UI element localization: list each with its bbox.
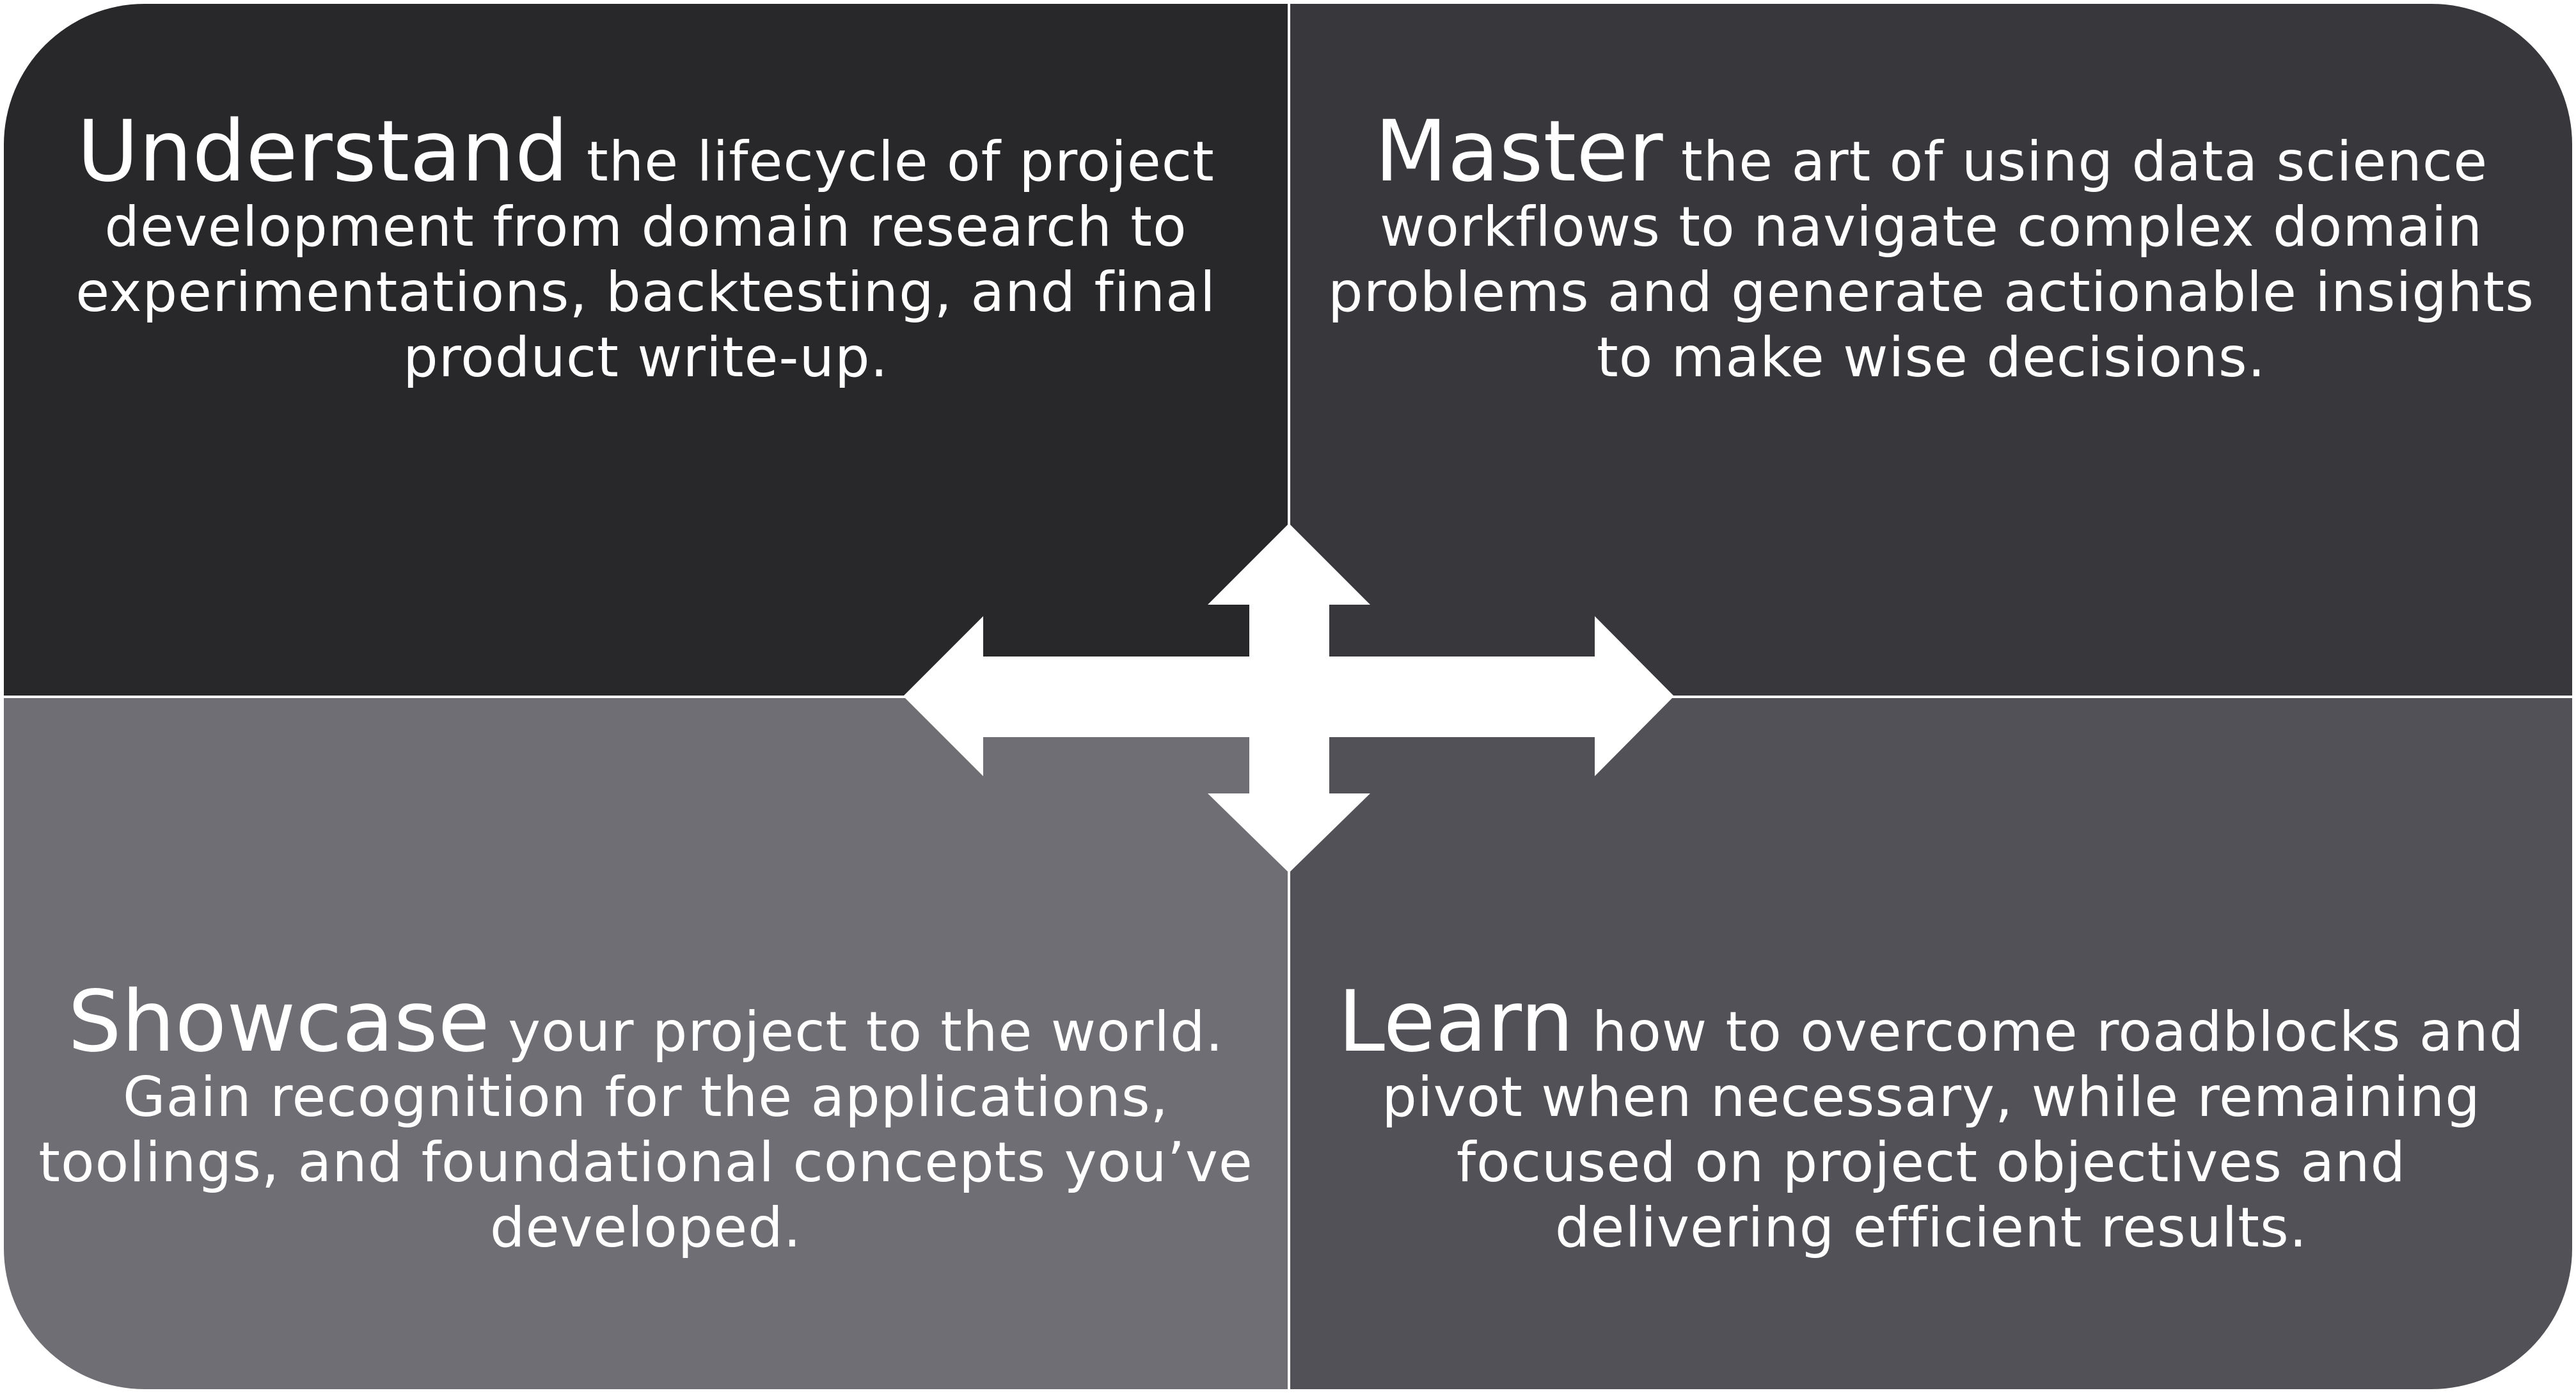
keyword-learn: Learn	[1338, 973, 1574, 1071]
four-way-arrow-shape	[903, 523, 1674, 873]
description-showcase: your project to the world. Gain recognit…	[38, 1000, 1253, 1260]
quadrant-learn: Learn how to overcome roadblocks and piv…	[1290, 698, 2572, 1389]
keyword-understand: Understand	[77, 102, 569, 201]
quadrant-showcase-text: Showcase your project to the world. Gain…	[38, 980, 1254, 1389]
quadrant-showcase: Showcase your project to the world. Gain…	[4, 698, 1288, 1389]
quadrant-master-text: Master the art of using data science wor…	[1324, 109, 2539, 696]
quadrant-master: Master the art of using data science wor…	[1290, 4, 2572, 696]
description-understand: the lifecycle of project development fro…	[75, 130, 1216, 390]
keyword-master: Master	[1374, 102, 1663, 201]
quadrant-diagram: Understand the lifecycle of project deve…	[4, 4, 2572, 1389]
quadrant-understand: Understand the lifecycle of project deve…	[4, 4, 1288, 696]
description-master: the art of using data science workflows …	[1328, 130, 2534, 390]
quadrant-learn-text: Learn how to overcome roadblocks and piv…	[1324, 980, 2539, 1389]
description-learn: how to overcome roadblocks and pivot whe…	[1382, 1000, 2525, 1260]
quadrant-understand-text: Understand the lifecycle of project deve…	[38, 109, 1254, 696]
keyword-showcase: Showcase	[68, 973, 490, 1071]
